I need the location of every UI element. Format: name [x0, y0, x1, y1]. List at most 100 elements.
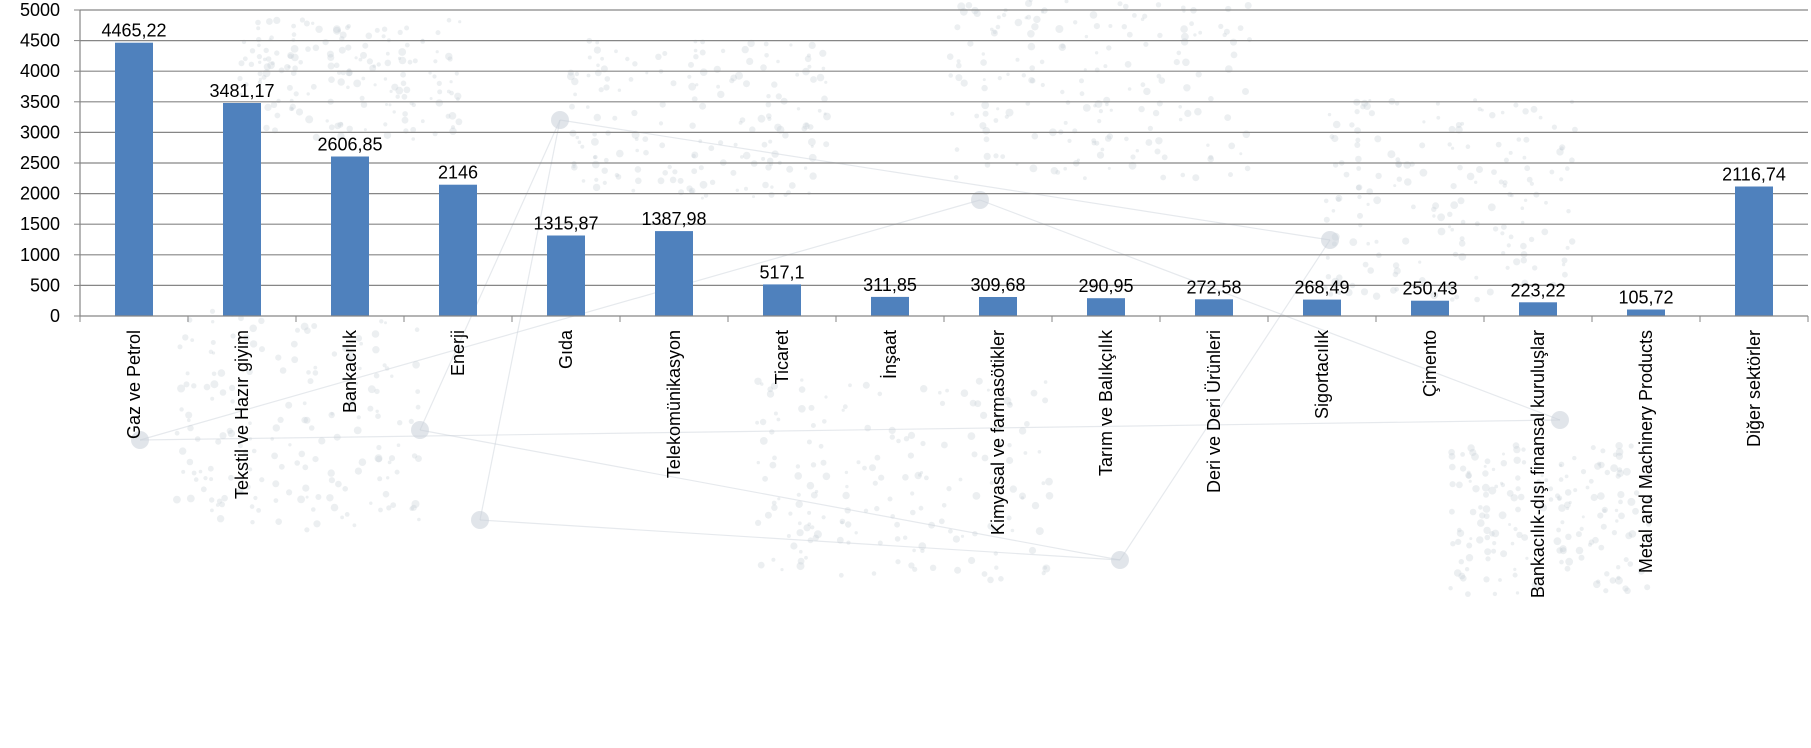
- map-dot: [1093, 104, 1097, 108]
- map-dot: [1565, 557, 1574, 566]
- map-dot: [946, 486, 952, 492]
- bars: [115, 42, 1773, 316]
- map-dot: [388, 103, 392, 107]
- data-label: 223,22: [1510, 280, 1565, 300]
- map-dot: [1531, 581, 1540, 589]
- map-dot: [1124, 136, 1129, 142]
- map-dot: [960, 389, 969, 398]
- map-dot: [410, 504, 417, 511]
- map-dot: [272, 480, 280, 488]
- map-dot: [299, 17, 305, 23]
- map-dot: [1411, 204, 1416, 210]
- map-dot: [372, 64, 376, 68]
- y-tick-label: 1500: [20, 214, 60, 234]
- map-dot: [741, 45, 749, 54]
- map-dot: [1104, 135, 1112, 142]
- map-dot: [337, 29, 341, 33]
- map-network-line: [479, 119, 561, 521]
- map-dot: [1154, 148, 1161, 155]
- map-dot: [409, 506, 415, 511]
- map-dot: [1615, 519, 1619, 523]
- map-dot: [1590, 493, 1598, 502]
- map-dot: [910, 491, 915, 496]
- map-dot: [1155, 2, 1162, 8]
- map-dot: [1457, 527, 1462, 533]
- map-dot: [348, 398, 356, 406]
- map-dot: [1192, 174, 1200, 182]
- map-dot: [1515, 475, 1521, 481]
- map-dot: [864, 424, 871, 432]
- map-dot: [290, 340, 298, 348]
- map-dot: [1437, 227, 1446, 236]
- map-dot: [569, 103, 575, 110]
- map-dot: [1004, 114, 1009, 119]
- map-dot: [1035, 527, 1044, 536]
- map-dot: [1105, 102, 1109, 107]
- map-dot: [657, 177, 665, 185]
- map-dot: [1247, 37, 1252, 43]
- map-dot: [1553, 537, 1562, 546]
- map-dot: [1500, 550, 1508, 558]
- map-dot: [417, 517, 421, 522]
- map-dot: [286, 489, 293, 496]
- map-dot: [786, 534, 791, 538]
- map-dot: [396, 443, 401, 448]
- map-dot: [788, 182, 796, 189]
- map-dot: [691, 151, 699, 159]
- map-dot: [344, 512, 350, 517]
- map-dot: [1502, 452, 1505, 456]
- map-dot: [1242, 130, 1251, 139]
- map-dot: [326, 50, 334, 58]
- map-dot: [669, 176, 677, 184]
- map-dot: [1603, 588, 1609, 594]
- map-dot: [1513, 445, 1521, 454]
- map-dot: [806, 439, 812, 445]
- map-dot: [216, 515, 225, 523]
- map-dot: [322, 39, 329, 46]
- map-dot: [272, 424, 280, 432]
- map-dot: [888, 426, 896, 434]
- map-dot: [836, 536, 844, 544]
- map-dot: [990, 29, 998, 37]
- data-label: 311,85: [863, 275, 917, 295]
- map-dot: [1373, 196, 1382, 205]
- map-dot: [998, 473, 1003, 478]
- map-dot: [1079, 91, 1085, 97]
- map-dot: [346, 354, 351, 359]
- map-dot: [997, 445, 1002, 450]
- map-dot: [1609, 577, 1617, 584]
- map-dot: [383, 77, 388, 81]
- map-dot: [1355, 137, 1361, 143]
- map-dot: [1451, 146, 1455, 150]
- map-dot: [1079, 78, 1084, 84]
- map-dot: [446, 17, 452, 23]
- map-dot: [388, 455, 396, 462]
- map-dot: [1516, 531, 1523, 539]
- map-dot: [251, 448, 257, 454]
- map-dot: [919, 471, 924, 475]
- map-dot: [1449, 481, 1456, 488]
- map-dot: [1448, 453, 1456, 460]
- map-dot: [287, 52, 295, 59]
- map-dot: [1614, 576, 1623, 585]
- map-dot: [1513, 456, 1521, 464]
- map-dot: [1198, 30, 1203, 35]
- map-dot: [1465, 554, 1474, 562]
- map-dot: [1366, 241, 1370, 246]
- y-tick-label: 5000: [20, 0, 60, 20]
- map-dot: [842, 404, 848, 410]
- map-dot: [257, 71, 263, 77]
- map-dot: [1349, 122, 1355, 128]
- map-dot: [631, 188, 636, 193]
- x-tick-label: Gaz ve Petrol: [124, 330, 144, 439]
- map-dot: [1067, 138, 1072, 143]
- map-dot: [803, 524, 811, 532]
- map-dot: [1515, 506, 1521, 513]
- map-dot: [842, 491, 850, 500]
- map-dot: [995, 426, 1002, 432]
- map-dot: [1155, 137, 1163, 145]
- map-dot: [717, 90, 725, 99]
- map-dot: [1506, 243, 1511, 248]
- map-dot: [759, 418, 767, 426]
- map-dot: [1501, 224, 1507, 230]
